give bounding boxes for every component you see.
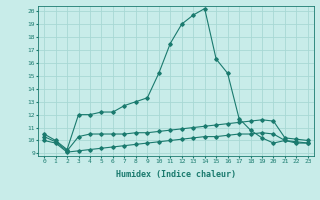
X-axis label: Humidex (Indice chaleur): Humidex (Indice chaleur): [116, 170, 236, 179]
